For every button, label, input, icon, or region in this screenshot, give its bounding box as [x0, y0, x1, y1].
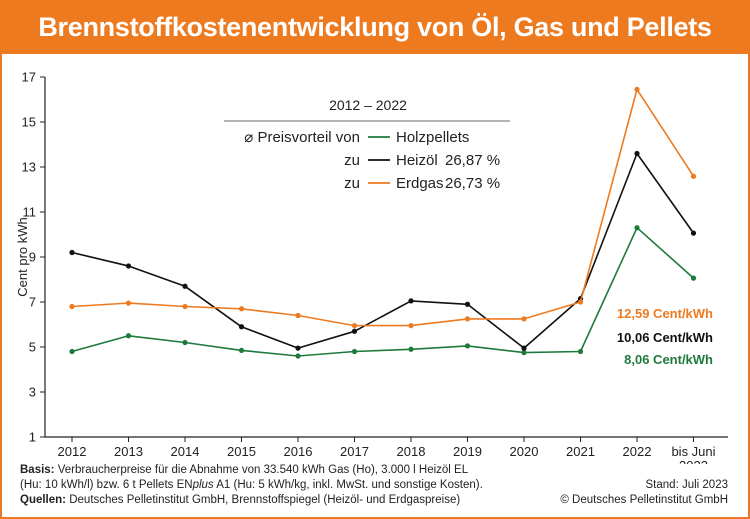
series-line-holzpellets [71, 226, 695, 357]
y-tick-label: 11 [23, 205, 37, 220]
basis-text-2-italic: plus [192, 479, 214, 491]
sources-text: Deutsches Pelletinstitut GmbH, Brennstof… [69, 494, 461, 506]
end-value-label: 12,59 Cent/kWh [617, 306, 713, 321]
data-point-holzpellets [295, 353, 301, 359]
y-tick-label: 7 [29, 295, 36, 310]
data-point-holzpellets [238, 347, 245, 353]
y-tick-label: 1 [29, 430, 36, 445]
x-tick-label: 2017 [340, 444, 369, 459]
data-point-erdgas [125, 300, 132, 306]
title-bar: Brennstoffkostenentwicklung von Öl, Gas … [0, 0, 750, 54]
data-point-erdgas [238, 306, 245, 312]
legend-zu: zu [344, 175, 360, 192]
x-tick-label: 2012 [58, 444, 87, 459]
x-tick-label: bis Juni [671, 444, 715, 459]
data-point-erdgas [521, 316, 527, 322]
y-tick-label: 15 [22, 115, 36, 130]
data-point-erdgas [69, 303, 75, 310]
data-point-holzpellets [634, 225, 640, 231]
basis-text-2a: (Hu: 10 kWh/l) bzw. 6 t Pellets EN [20, 479, 193, 491]
data-point-erdgas [351, 323, 358, 329]
data-point-heizöl [634, 150, 640, 157]
legend-label: Holzpellets [396, 129, 469, 146]
data-point-heizöl [351, 328, 358, 334]
y-tick-label: 9 [29, 250, 36, 265]
series-line-heizöl [71, 152, 695, 349]
data-point-heizöl [408, 298, 414, 304]
y-tick-label: 3 [29, 385, 36, 400]
legend-prefix: ⌀ Preisvorteil von [244, 129, 360, 146]
chart-title: Brennstoffkostenentwicklung von Öl, Gas … [38, 12, 712, 42]
data-point-heizöl [464, 301, 471, 307]
data-point-heizöl [295, 345, 301, 351]
legend-value: 26,87 % [445, 152, 500, 169]
data-point-heizöl [69, 249, 75, 256]
data-point-erdgas [295, 312, 301, 319]
data-point-holzpellets [408, 346, 414, 352]
data-point-heizöl [690, 230, 697, 236]
x-tick-label: 2021 [566, 444, 595, 459]
status-date: Stand: Juli 2023 [645, 479, 728, 491]
data-point-holzpellets [690, 275, 697, 281]
y-axis-label: Cent pro kWh [15, 217, 30, 296]
y-tick-label: 17 [22, 70, 36, 85]
data-point-heizöl [182, 283, 188, 289]
data-point-holzpellets [521, 350, 527, 356]
data-point-holzpellets [125, 333, 132, 339]
end-value-label: 8,06 Cent/kWh [624, 352, 713, 367]
x-tick-label: 2023 [679, 458, 708, 464]
x-tick-label: 2022 [623, 444, 652, 459]
x-tick-label: 2013 [114, 444, 143, 459]
data-point-erdgas [182, 303, 188, 310]
data-point-erdgas [690, 173, 697, 179]
legend-period: 2012 – 2022 [329, 97, 407, 113]
basis-label: Basis: [20, 464, 55, 476]
y-tick-label: 13 [22, 160, 36, 175]
sources-line: Quellen: Deutsches Pelletinstitut GmbH, … [20, 494, 460, 506]
basis-text-2b: A1 (Hu: 5 kWh/kg, inkl. MwSt. und sonsti… [213, 479, 483, 491]
data-point-holzpellets [464, 343, 471, 349]
data-point-heizöl [521, 345, 527, 351]
data-point-erdgas [577, 299, 584, 305]
series-line-erdgas [71, 88, 695, 327]
basis-line-1: Basis: Verbraucherpreise für die Abnahme… [20, 464, 468, 476]
x-tick-label: 2016 [284, 444, 313, 459]
end-value-label: 10,06 Cent/kWh [617, 330, 713, 345]
data-point-erdgas [464, 316, 471, 322]
footer: Basis: Verbraucherpreise für die Abnahme… [0, 462, 750, 519]
data-point-heizöl [238, 324, 245, 330]
legend-label: Heizöl [396, 152, 438, 169]
data-point-holzpellets [182, 339, 188, 346]
legend-value: 26,73 % [445, 175, 500, 192]
x-tick-label: 2014 [171, 444, 200, 459]
basis-line-2: (Hu: 10 kWh/l) bzw. 6 t Pellets ENplus A… [20, 479, 483, 491]
legend-label: Erdgas [396, 175, 444, 192]
sources-label: Quellen: [20, 494, 67, 506]
data-point-heizöl [125, 263, 132, 269]
basis-text-1: Verbraucherpreise für die Abnahme von 33… [57, 464, 469, 476]
x-tick-label: 2019 [453, 444, 482, 459]
x-tick-label: 2018 [397, 444, 426, 459]
y-tick-label: 5 [29, 340, 36, 355]
x-tick-label: 2020 [510, 444, 539, 459]
data-point-erdgas [408, 323, 414, 329]
copyright: © Deutsches Pelletinstitut GmbH [560, 494, 728, 506]
data-point-holzpellets [577, 348, 584, 355]
data-point-erdgas [634, 86, 640, 92]
data-point-holzpellets [69, 348, 75, 355]
x-tick-label: 2015 [227, 444, 256, 459]
data-point-holzpellets [351, 348, 358, 355]
legend-zu: zu [344, 152, 360, 169]
